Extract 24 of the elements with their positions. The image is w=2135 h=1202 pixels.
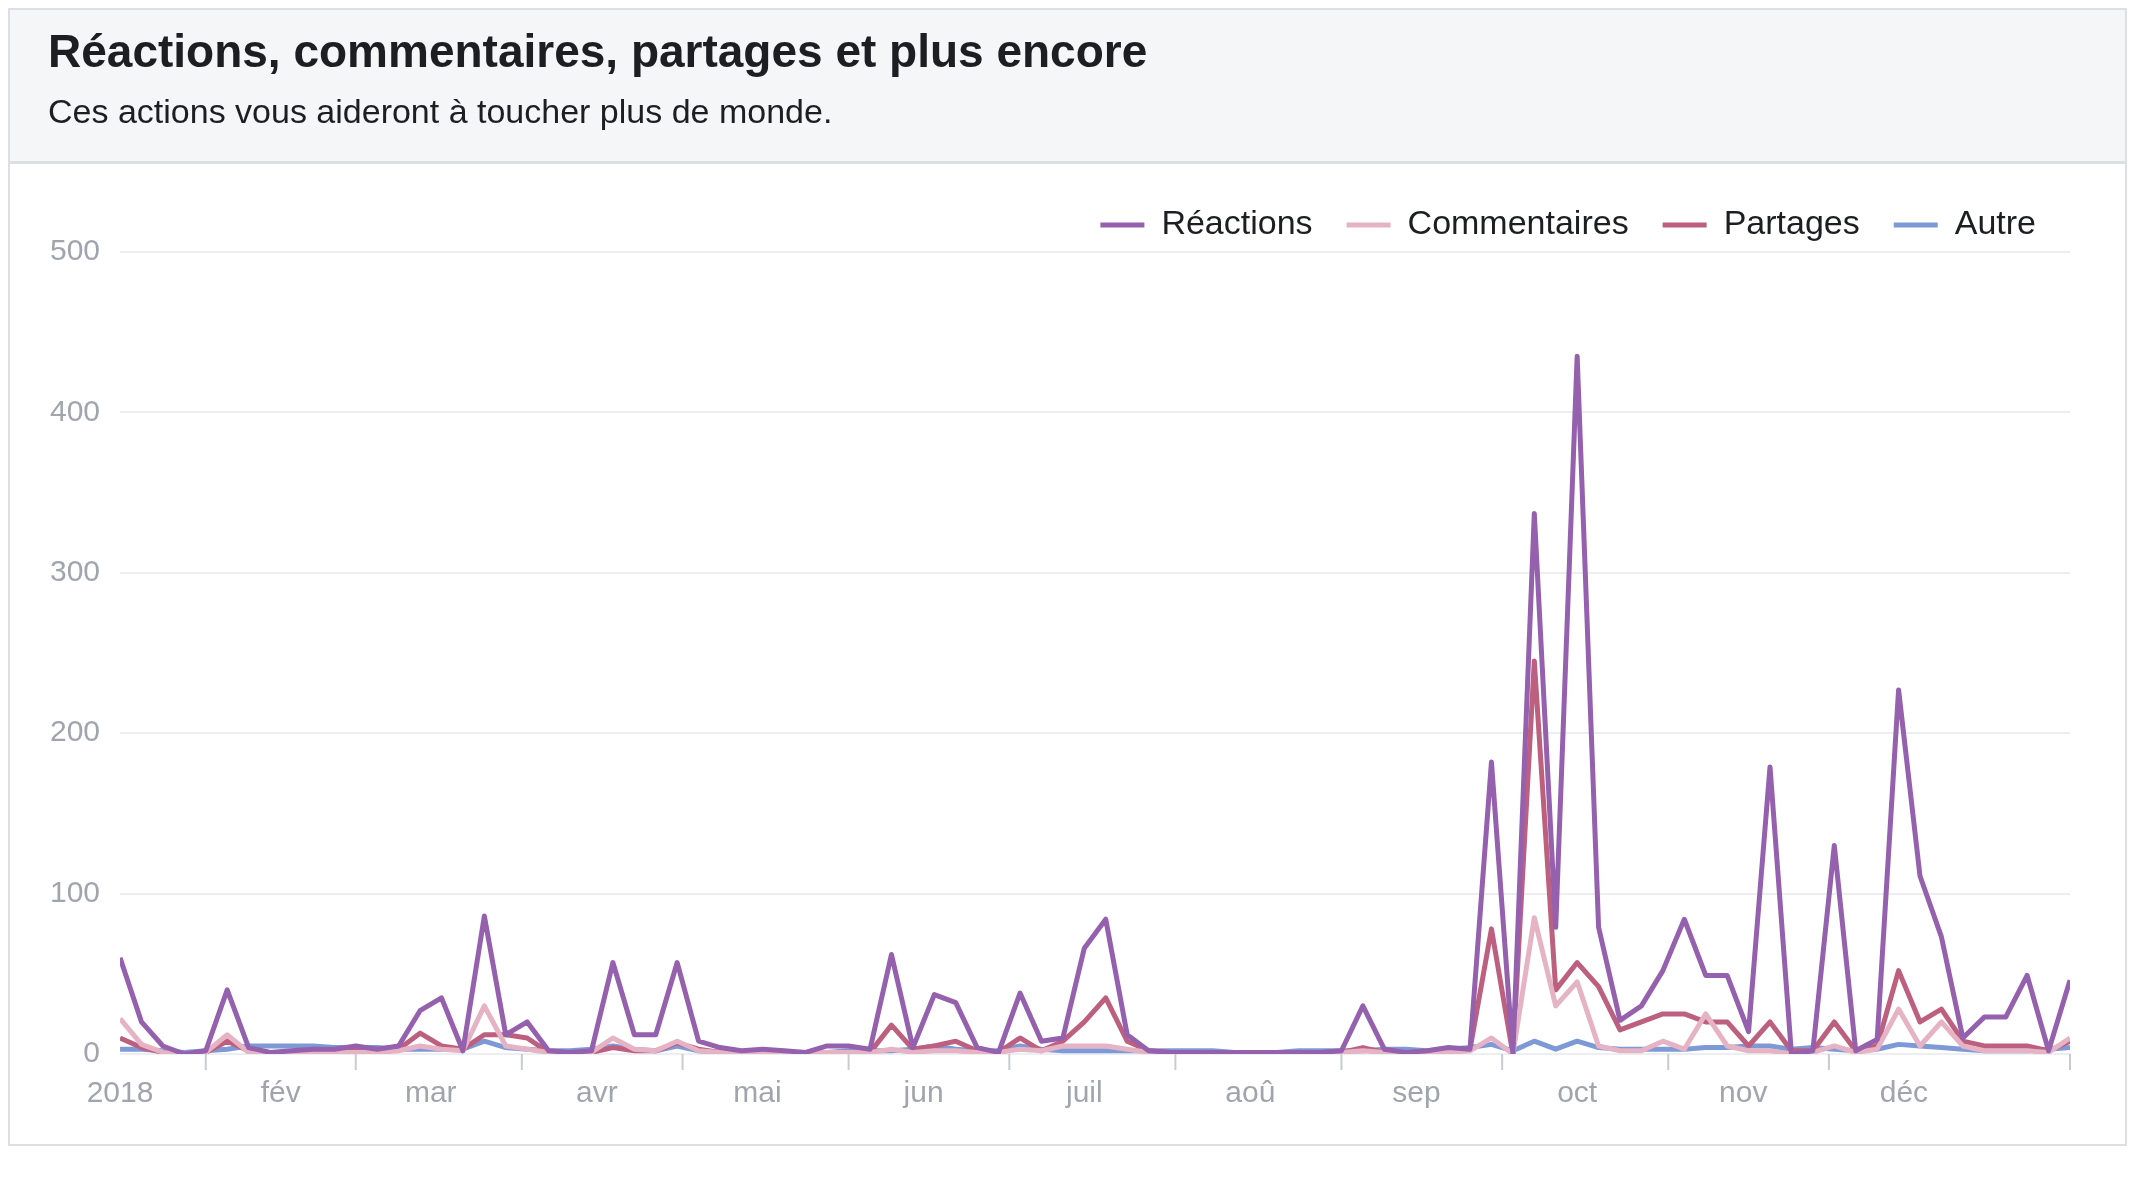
legend-label: Commentaires — [1407, 203, 1629, 242]
x-tick-label: avr — [575, 1075, 618, 1109]
y-tick-label: 300 — [49, 554, 101, 588]
x-tick-label: fév — [260, 1075, 301, 1109]
x-tick-label: aoû — [1225, 1075, 1276, 1109]
chart-subtitle: Ces actions vous aideront à toucher plus de monde. — [48, 92, 834, 131]
chart-title: Réactions, commentaires, partages et plus encore — [48, 24, 1149, 78]
y-tick-label: 500 — [49, 233, 101, 267]
y-tick-label: 100 — [49, 874, 101, 908]
y-tick-label: 0 — [83, 1035, 101, 1069]
x-tick-label: juil — [1064, 1075, 1103, 1109]
legend-label: Réactions — [1161, 203, 1313, 242]
x-tick-label: nov — [1719, 1075, 1768, 1109]
x-tick-label: oct — [1557, 1075, 1598, 1109]
y-tick-label: 400 — [49, 393, 101, 427]
x-tick-label: sep — [1392, 1075, 1441, 1109]
legend-label: Autre — [1954, 203, 2036, 242]
legend-label: Partages — [1723, 203, 1860, 242]
y-tick-label: 200 — [49, 714, 101, 748]
x-tick-label: mai — [733, 1075, 782, 1109]
x-tick-label: 2018 — [86, 1075, 154, 1109]
x-tick-label: déc — [1879, 1075, 1929, 1109]
x-tick-label: mar — [404, 1075, 457, 1109]
x-tick-label: jun — [902, 1075, 944, 1109]
